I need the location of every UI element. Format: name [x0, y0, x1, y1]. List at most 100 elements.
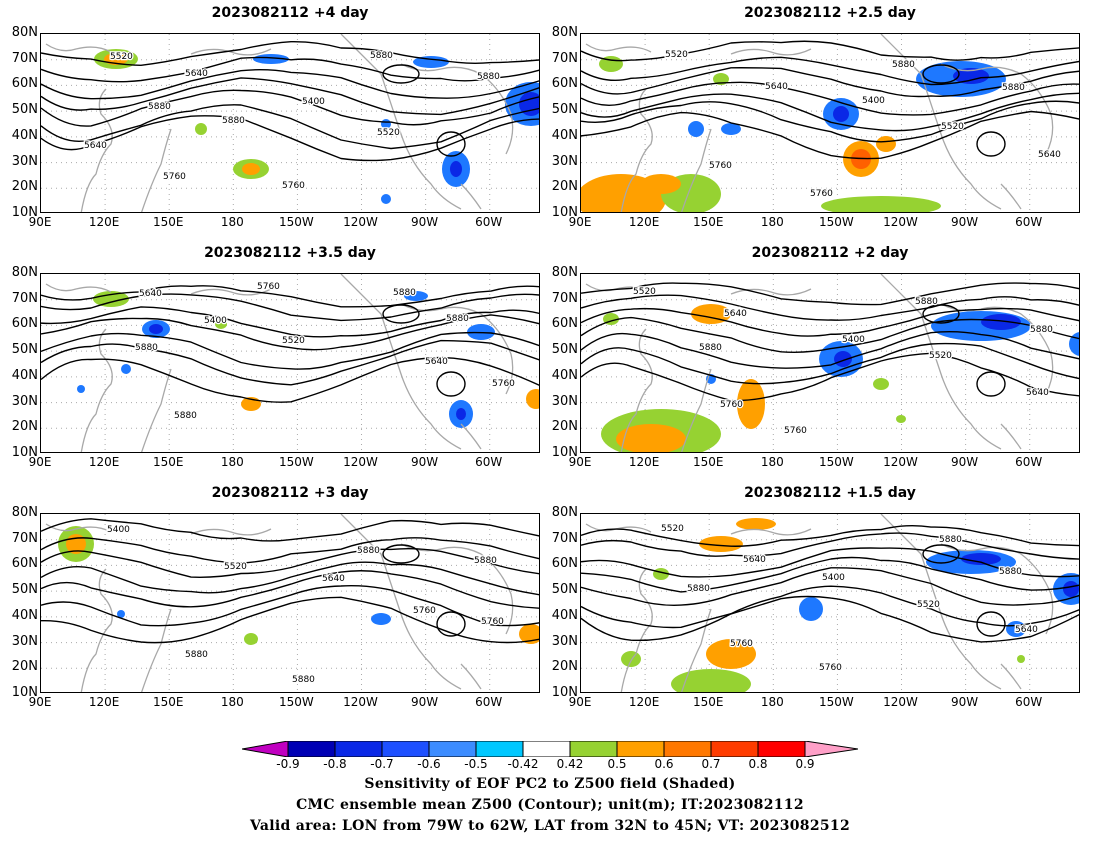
- contour-label: 5640: [765, 82, 788, 92]
- colorbar-segment: [663, 741, 712, 757]
- lon-label: 90E: [28, 215, 52, 229]
- sensitivity-shading: [526, 389, 539, 409]
- lon-label: 180: [760, 695, 784, 709]
- sensitivity-shading: [215, 319, 227, 329]
- coastline: [680, 128, 712, 212]
- lat-label: 40N: [551, 607, 578, 623]
- z500-contour: [382, 64, 420, 84]
- contour-label: 5880: [446, 314, 469, 324]
- lon-label: 120E: [628, 455, 660, 469]
- colorbar-segment: [287, 741, 336, 757]
- lon-label: 60W: [475, 695, 503, 709]
- lon-label: 150W: [279, 695, 314, 709]
- lon-label: 180: [760, 455, 784, 469]
- lon-label: 60W: [1015, 455, 1043, 469]
- contour-label: 5880: [393, 288, 416, 298]
- contour-label: 5520: [110, 52, 133, 62]
- lon-label: 180: [220, 695, 244, 709]
- contour-label: 5400: [862, 96, 885, 106]
- lat-label: 10N: [11, 445, 38, 460]
- contour-label: 5880: [1030, 325, 1053, 335]
- lat-label: 60N: [551, 556, 578, 572]
- lon-label: 120E: [88, 695, 120, 709]
- sensitivity-shading: [799, 597, 823, 621]
- z500-contour: [41, 356, 539, 403]
- lat-label: 50N: [11, 342, 38, 358]
- lat-label: 40N: [11, 367, 38, 383]
- colorbar-tick-label: -0.6: [417, 757, 441, 771]
- lat-label: 20N: [551, 419, 578, 435]
- z500-contour: [581, 100, 1079, 143]
- z500-contour: [41, 331, 539, 370]
- z500-contour: [581, 585, 1079, 629]
- lon-label: 120W: [883, 215, 918, 229]
- z500-contour: [41, 77, 539, 116]
- sensitivity-shading: [736, 518, 776, 530]
- lon-label: 90W: [951, 455, 979, 469]
- lat-label: 30N: [551, 633, 578, 649]
- lat-label: 10N: [11, 205, 38, 220]
- contour-label: 5760: [720, 400, 743, 410]
- coastline: [190, 528, 272, 536]
- contour-label: 5760: [163, 172, 186, 182]
- panel-title: 2023082112 +2 day: [751, 245, 909, 261]
- lat-label: 30N: [11, 153, 38, 169]
- sensitivity-shading: [873, 378, 889, 390]
- lat-label: 70N: [551, 50, 578, 66]
- z500-contour: [581, 556, 1079, 593]
- lon-label: 90W: [411, 215, 439, 229]
- z500-contour: [581, 307, 1079, 337]
- coastline: [45, 43, 112, 53]
- lat-label: 10N: [11, 685, 38, 700]
- lat-label: 70N: [11, 290, 38, 306]
- caption-shading: Sensitivity of EOF PC2 to Z500 field (Sh…: [364, 776, 736, 792]
- sensitivity-shading: [149, 324, 163, 334]
- contour-label: 5520: [282, 336, 305, 346]
- map-area: 5520 5640 5400 5520 5640 5760 5760 5880 5880: [580, 33, 1080, 213]
- lon-label: 150W: [819, 695, 854, 709]
- z500-contour: [41, 293, 539, 322]
- lat-label: 10N: [551, 685, 578, 700]
- coastline: [730, 528, 812, 536]
- contour-label: 5880: [148, 102, 171, 112]
- map-panel: 2023082112 +2 day 5520 5640 5400 5520 5640 576…: [540, 245, 1080, 475]
- z500-contour: [581, 294, 1079, 321]
- lon-label: 150E: [152, 695, 184, 709]
- lon-label: 150W: [819, 455, 854, 469]
- lat-label: 60N: [551, 316, 578, 332]
- z500-contour: [436, 371, 466, 397]
- lon-label: 60W: [1015, 215, 1043, 229]
- lon-label: 150E: [152, 455, 184, 469]
- contour-label: 5640: [1038, 150, 1061, 160]
- contour-label: 5760: [730, 639, 753, 649]
- z500-contour: [581, 316, 1079, 353]
- lon-label: 120W: [343, 695, 378, 709]
- lon-label: 180: [220, 215, 244, 229]
- contour-label: 5880: [687, 584, 710, 594]
- contour-label: 5760: [282, 181, 305, 191]
- coastline: [880, 34, 1002, 210]
- sensitivity-shading: [242, 163, 260, 175]
- lon-label: 150E: [692, 695, 724, 709]
- panel-title: 2023082112 +3.5 day: [204, 245, 376, 261]
- coastline: [45, 523, 112, 533]
- contour-label: 5880: [477, 72, 500, 82]
- contour-label: 5760: [413, 606, 436, 616]
- lat-label: 40N: [551, 367, 578, 383]
- lon-label: 120W: [343, 215, 378, 229]
- contour-label: 5760: [257, 282, 280, 292]
- z500-contour: [382, 304, 420, 324]
- contour-label: 5640: [139, 289, 162, 299]
- sensitivity-shading: [244, 633, 258, 645]
- contour-label: 5520: [941, 122, 964, 132]
- coastline: [880, 274, 1002, 450]
- sensitivity-shading: [699, 536, 743, 552]
- lat-label: 40N: [11, 127, 38, 143]
- map-panel: 2023082112 +2.5 day 5520 5640 5400 5520 5640 5…: [540, 5, 1080, 235]
- sensitivity-shading: [117, 610, 125, 618]
- contour-label: 5400: [302, 97, 325, 107]
- coastline: [940, 543, 1054, 635]
- lon-label: 120E: [88, 215, 120, 229]
- contour-label: 5400: [107, 525, 130, 535]
- coastline: [680, 608, 712, 692]
